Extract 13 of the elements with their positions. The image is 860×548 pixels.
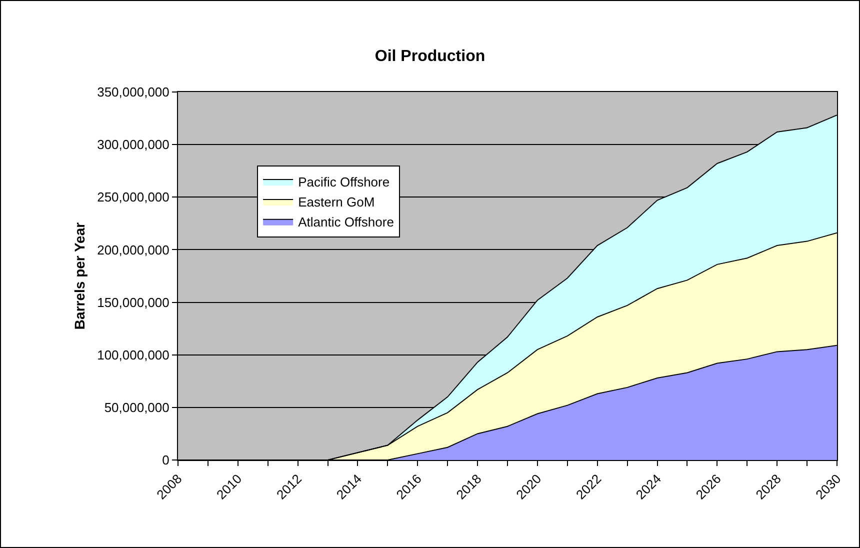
y-tick-label: 350,000,000 [97,84,170,100]
y-axis-title: Barrels per Year [72,222,88,330]
y-tick-label: 200,000,000 [97,242,170,258]
chart-title: Oil Production [374,48,486,66]
y-tick-label: 250,000,000 [97,190,170,205]
legend-label: Eastern GoM [298,194,375,210]
y-tick-label: 300,000,000 [97,137,170,152]
legend-label: Atlantic Offshore [298,214,394,230]
y-tick-label: 0 [162,452,170,468]
legend-label: Pacific Offshore [298,174,390,190]
y-tick-label: 50,000,000 [104,400,170,415]
y-tick-label: 100,000,000 [97,347,170,362]
y-tick-label: 150,000,000 [97,294,170,310]
